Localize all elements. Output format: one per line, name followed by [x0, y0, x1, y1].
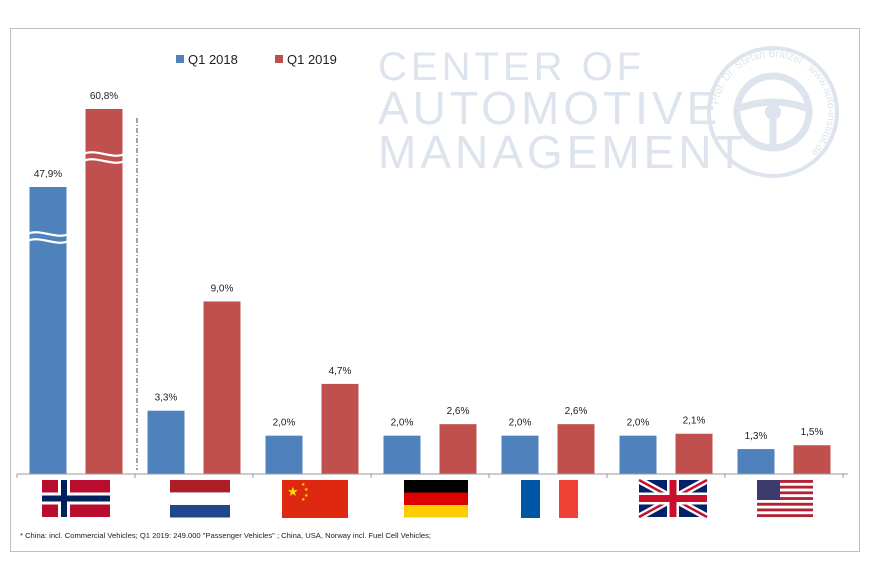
- bar-china-q1-2018: [265, 435, 303, 474]
- axis-break-mark-norway-0-0: [27, 231, 69, 237]
- watermark-line-1: CENTER OF: [378, 45, 645, 89]
- norway-flag-icon: [42, 480, 110, 517]
- value-label-usa-q1-2019: 1,5%: [801, 427, 824, 438]
- bar-france-q1-2018: [501, 435, 539, 474]
- axis-break-mark-norway-1-1: [83, 158, 125, 164]
- legend: Q1 2018 Q1 2019: [176, 52, 337, 67]
- china-flag-icon: ★ ★ ★ ★ ★: [282, 480, 348, 518]
- axis-break-mark-norway-0-1: [27, 238, 69, 244]
- value-label-netherlands-q1-2018: 3,3%: [155, 393, 178, 404]
- watermark-line-3: MANAGEMENT: [378, 126, 748, 178]
- bar-norway-q1-2019: [85, 109, 123, 474]
- value-label-norway-q1-2019: 60,8%: [90, 91, 118, 102]
- germany-flag-icon: [404, 480, 468, 518]
- bar-united-kingdom-q1-2018: [619, 435, 657, 474]
- uk-flag-icon: [637, 476, 709, 521]
- bars-group: [29, 109, 831, 474]
- axis-break-mark-norway-1-0: [83, 151, 125, 157]
- bar-united-kingdom-q1-2019: [675, 433, 713, 474]
- x-axis-ticks: [16, 474, 844, 478]
- value-label-france-q1-2019: 2,6%: [565, 406, 588, 417]
- chart-frame: [10, 28, 860, 552]
- watermark: CENTER OF AUTOMOTIVE MANAGEMENT Prof. Dr…: [378, 45, 839, 178]
- value-label-germany-q1-2019: 2,6%: [447, 406, 470, 417]
- bar-netherlands-q1-2019: [203, 301, 241, 474]
- value-labels-group: 47,9% 60,8% 3,3% 9,0% 2,0% 4,7% 2,0% 2,6% 2,0% 2,…: [34, 91, 824, 442]
- watermark-line-2: AUTOMOTIVE: [378, 82, 721, 134]
- svg-text:★: ★: [304, 493, 309, 499]
- value-label-china-q1-2019: 4,7%: [329, 366, 352, 377]
- netherlands-flag-icon: [169, 480, 231, 518]
- value-label-germany-q1-2018: 2,0%: [391, 418, 414, 429]
- bar-germany-q1-2018: [383, 435, 421, 474]
- legend-swatch-q1-2019: [275, 55, 283, 63]
- usa-flag-icon: [757, 480, 813, 518]
- bar-netherlands-q1-2018: [147, 410, 185, 474]
- bar-germany-q1-2019: [439, 424, 477, 474]
- bar-france-q1-2019: [557, 424, 595, 474]
- footnote: * China: incl. Commercial Vehicles; Q1 2…: [20, 531, 432, 540]
- svg-text:★: ★: [287, 485, 299, 500]
- legend-swatch-q1-2018: [176, 55, 184, 63]
- value-label-united-kingdom-q1-2018: 2,0%: [627, 418, 650, 429]
- value-label-norway-q1-2018: 47,9%: [34, 169, 62, 180]
- value-label-usa-q1-2018: 1,3%: [745, 431, 768, 442]
- bar-usa-q1-2018: [737, 449, 775, 474]
- svg-text:★: ★: [301, 497, 306, 503]
- bar-usa-q1-2019: [793, 445, 831, 474]
- axis-breaks-group: [27, 151, 125, 244]
- value-label-netherlands-q1-2019: 9,0%: [211, 283, 234, 294]
- value-label-france-q1-2018: 2,0%: [509, 418, 532, 429]
- bar-norway-q1-2018: [29, 187, 67, 474]
- france-flag-icon: [521, 480, 578, 518]
- steering-wheel-seal-icon: Prof. Dr. Stefan Bratzel · www.auto-inst…: [707, 46, 839, 178]
- value-label-china-q1-2018: 2,0%: [273, 418, 296, 429]
- value-label-united-kingdom-q1-2019: 2,1%: [683, 416, 706, 427]
- legend-label-q1-2019: Q1 2019: [287, 52, 337, 67]
- svg-text:★: ★: [301, 482, 306, 488]
- svg-text:★: ★: [304, 487, 309, 493]
- legend-label-q1-2018: Q1 2018: [188, 52, 238, 67]
- bar-china-q1-2019: [321, 383, 359, 474]
